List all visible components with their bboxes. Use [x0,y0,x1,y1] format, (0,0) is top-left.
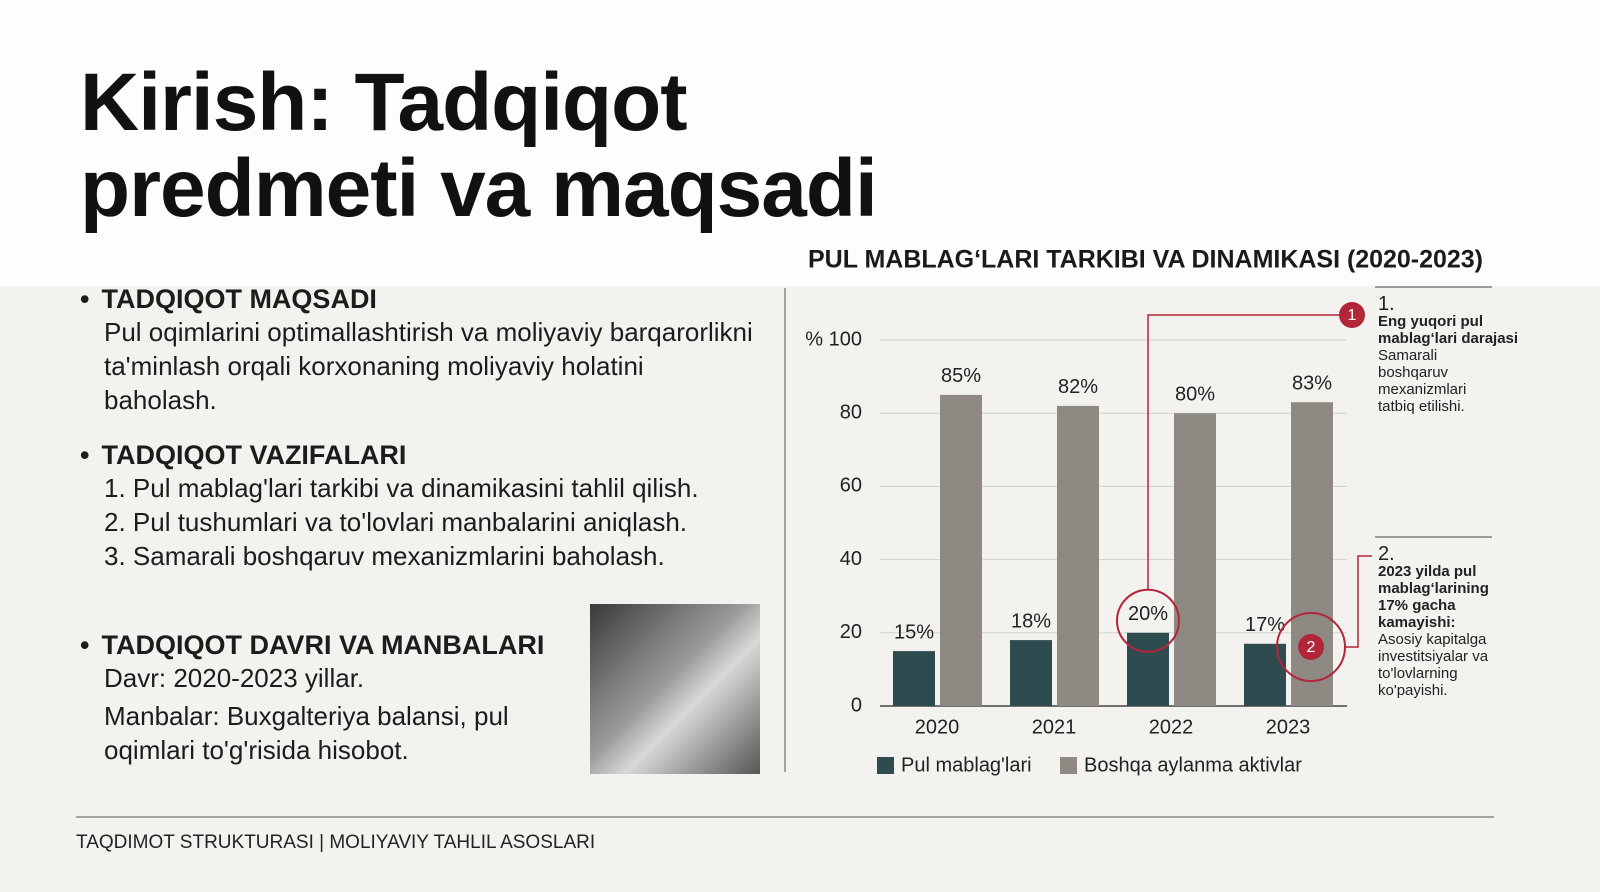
bar [1057,405,1099,706]
x-tick-label: 2022 [1149,716,1194,738]
annotation-text: Samarali boshqaruv mexanizmlari tatbiq e… [1378,347,1467,415]
value-label: 83% [1292,373,1332,395]
bar [1291,402,1333,706]
y-tick-label: 80 [840,401,862,423]
y-tick-label: 40 [840,548,862,570]
marker-label: 2 [1307,639,1316,656]
value-label: 85% [941,365,981,387]
y-tick-label: 0 [851,694,862,716]
annotation-number: 1. [1378,293,1395,315]
section-text: 3. Samarali boshqaruv mexanizmlarini bah… [104,541,665,571]
x-tick-label: 2020 [915,716,960,738]
section-text: 1. Pul mablag'lari tarkibi va dinamikasi… [104,473,699,503]
y-tick-label: 20 [840,621,862,643]
bar [1010,640,1052,706]
section-text: 2. Pul tushumlari va to'lovlari manbalar… [104,507,688,537]
section-text: Manbalar: Buxgalteriya balansi, pul oqim… [104,701,509,765]
callout-line [1345,555,1372,648]
value-label: 82% [1058,376,1098,398]
section-heading: TADQIQOT VAZIFALARI [80,440,760,471]
annotation: 2. 2023 yilda pul mablag‘larining 17% ga… [1378,543,1508,699]
marker [1298,634,1324,660]
legend-swatch [1060,757,1077,774]
bar [940,394,982,706]
section: TADQIQOT MAQSADI Pul oqimlarini optimall… [80,284,760,417]
annotation: 1. Eng yuqori pul mablag‘lari darajasi S… [1378,293,1538,415]
value-label: 20% [1128,603,1168,625]
callout-line [1147,314,1340,590]
bar [893,651,935,706]
legend-label: Boshqa aylanma aktivlar [1084,754,1302,776]
bar [1244,643,1286,706]
legend-swatch [877,757,894,774]
background-panel [0,286,1600,892]
section-text: Pul oqimlarini optimallashtirish va moli… [104,317,753,415]
section: TADQIQOT VAZIFALARI 1. Pul mablag'lari t… [80,440,760,573]
y-tick-label: 60 [840,475,862,497]
x-tick-label: 2021 [1032,716,1077,738]
chart-title: PUL MABLAG‘LARI TARKIBI VA DINAMIKASI (2… [808,246,1483,274]
section-text: Davr: 2020-2023 yillar. [104,663,365,693]
value-label: 17% [1245,614,1285,636]
legend-label: Pul mablag'lari [901,754,1032,776]
value-label: 15% [894,621,934,643]
annotation-heading: Eng yuqori pul mablag‘lari darajasi [1378,313,1519,347]
section: TADQIQOT DAVRI VA MANBALARI Davr: 2020-2… [80,630,550,767]
value-label: 18% [1011,610,1051,632]
y-tick-label: % 100 [805,328,862,350]
bar [1174,413,1216,706]
section-heading: TADQIQOT MAQSADI [80,284,760,315]
annotation-number: 2. [1378,543,1395,565]
footer: TAQDIMOT STRUKTURASI | MOLIYAVIY TAHLIL … [76,832,596,853]
section-heading: TADQIQOT DAVRI VA MANBALARI [80,630,550,661]
marker-label: 1 [1348,307,1357,324]
annotation-heading: 2023 yilda pul mablag‘larining 17% gacha… [1378,563,1489,631]
photo [590,604,760,774]
slide-title: Kirish: Tadqiqot predmeti va maqsadi [80,57,878,234]
bar [1127,632,1169,706]
value-label: 80% [1175,383,1215,405]
marker [1339,302,1365,328]
x-tick-label: 2023 [1266,716,1311,738]
annotation-text: Asosiy kapitalga investitsiyalar va to'l… [1378,631,1489,699]
